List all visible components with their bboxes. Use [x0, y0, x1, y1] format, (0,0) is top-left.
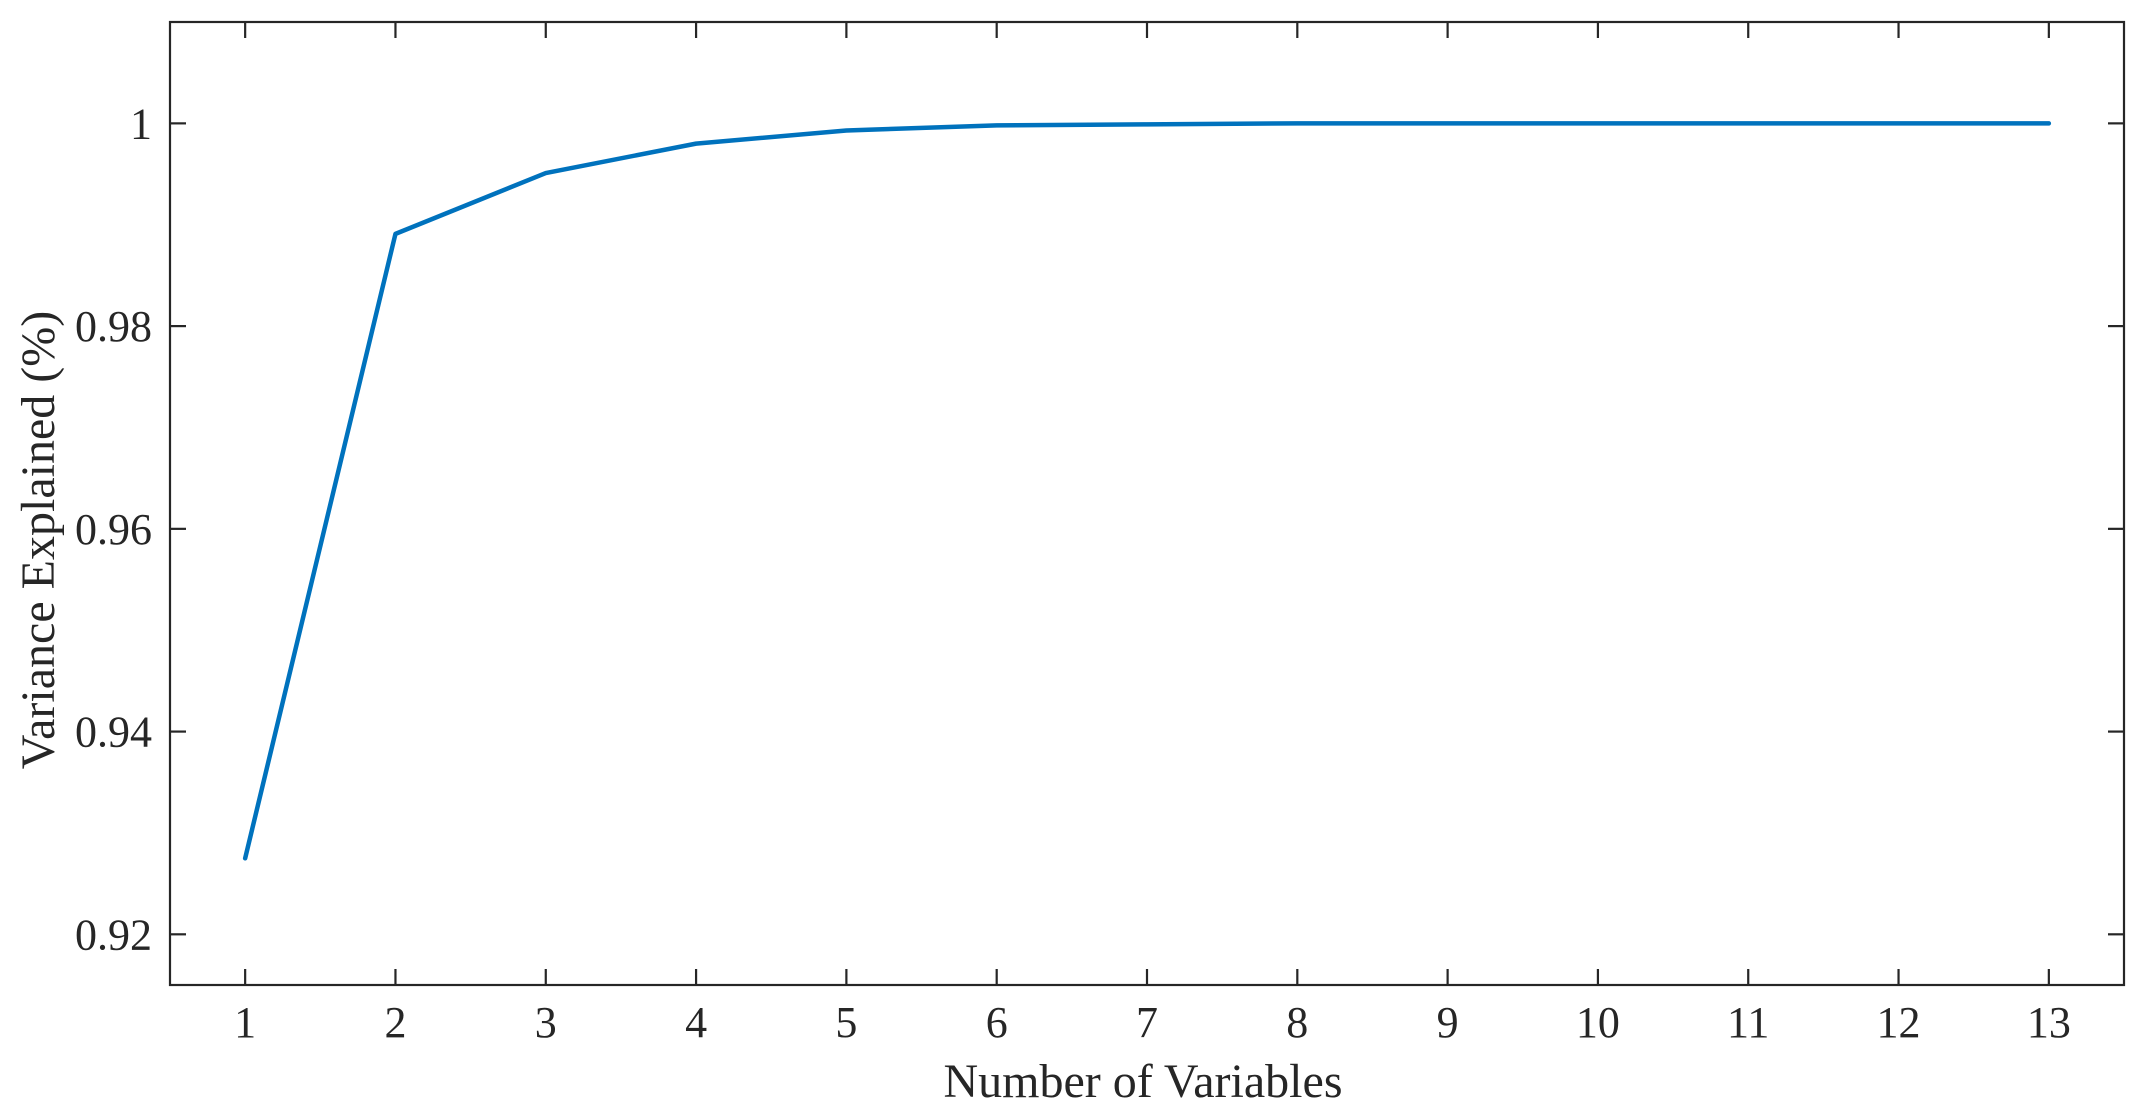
x-tick-label: 4 [685, 998, 707, 1047]
x-tick-label: 1 [234, 998, 256, 1047]
x-tick-label: 10 [1576, 998, 1620, 1047]
x-tick-label: 8 [1286, 998, 1308, 1047]
x-tick-label: 3 [535, 998, 557, 1047]
x-tick-label: 5 [835, 998, 857, 1047]
x-tick-label: 13 [2027, 998, 2071, 1047]
x-tick-label: 2 [384, 998, 406, 1047]
y-tick-label: 0.92 [75, 910, 152, 959]
y-axis-ticks: 0.92 0.94 0.96 0.98 1 [75, 99, 2124, 959]
plot-box [168, 20, 2126, 987]
y-tick-label: 0.94 [75, 708, 152, 757]
y-tick-label: 1 [130, 99, 152, 148]
x-tick-label: 11 [1727, 998, 1769, 1047]
y-tick-label: 0.96 [75, 505, 152, 554]
series-layer [242, 121, 2052, 861]
plot-frame [168, 20, 2126, 987]
x-tick-label: 9 [1437, 998, 1459, 1047]
x-tick-label: 6 [986, 998, 1008, 1047]
series-line [242, 121, 2052, 861]
x-tick-label: 12 [1877, 998, 1921, 1047]
x-axis-label: Number of Variables [944, 1055, 1343, 1108]
y-axis-label: Variance Explained (%) [12, 311, 65, 769]
x-axis-ticks: 1 2 3 4 5 6 7 8 9 10 11 12 13 [234, 22, 2071, 1047]
y-tick-label: 0.98 [75, 302, 152, 351]
x-tick-label: 7 [1136, 998, 1158, 1047]
